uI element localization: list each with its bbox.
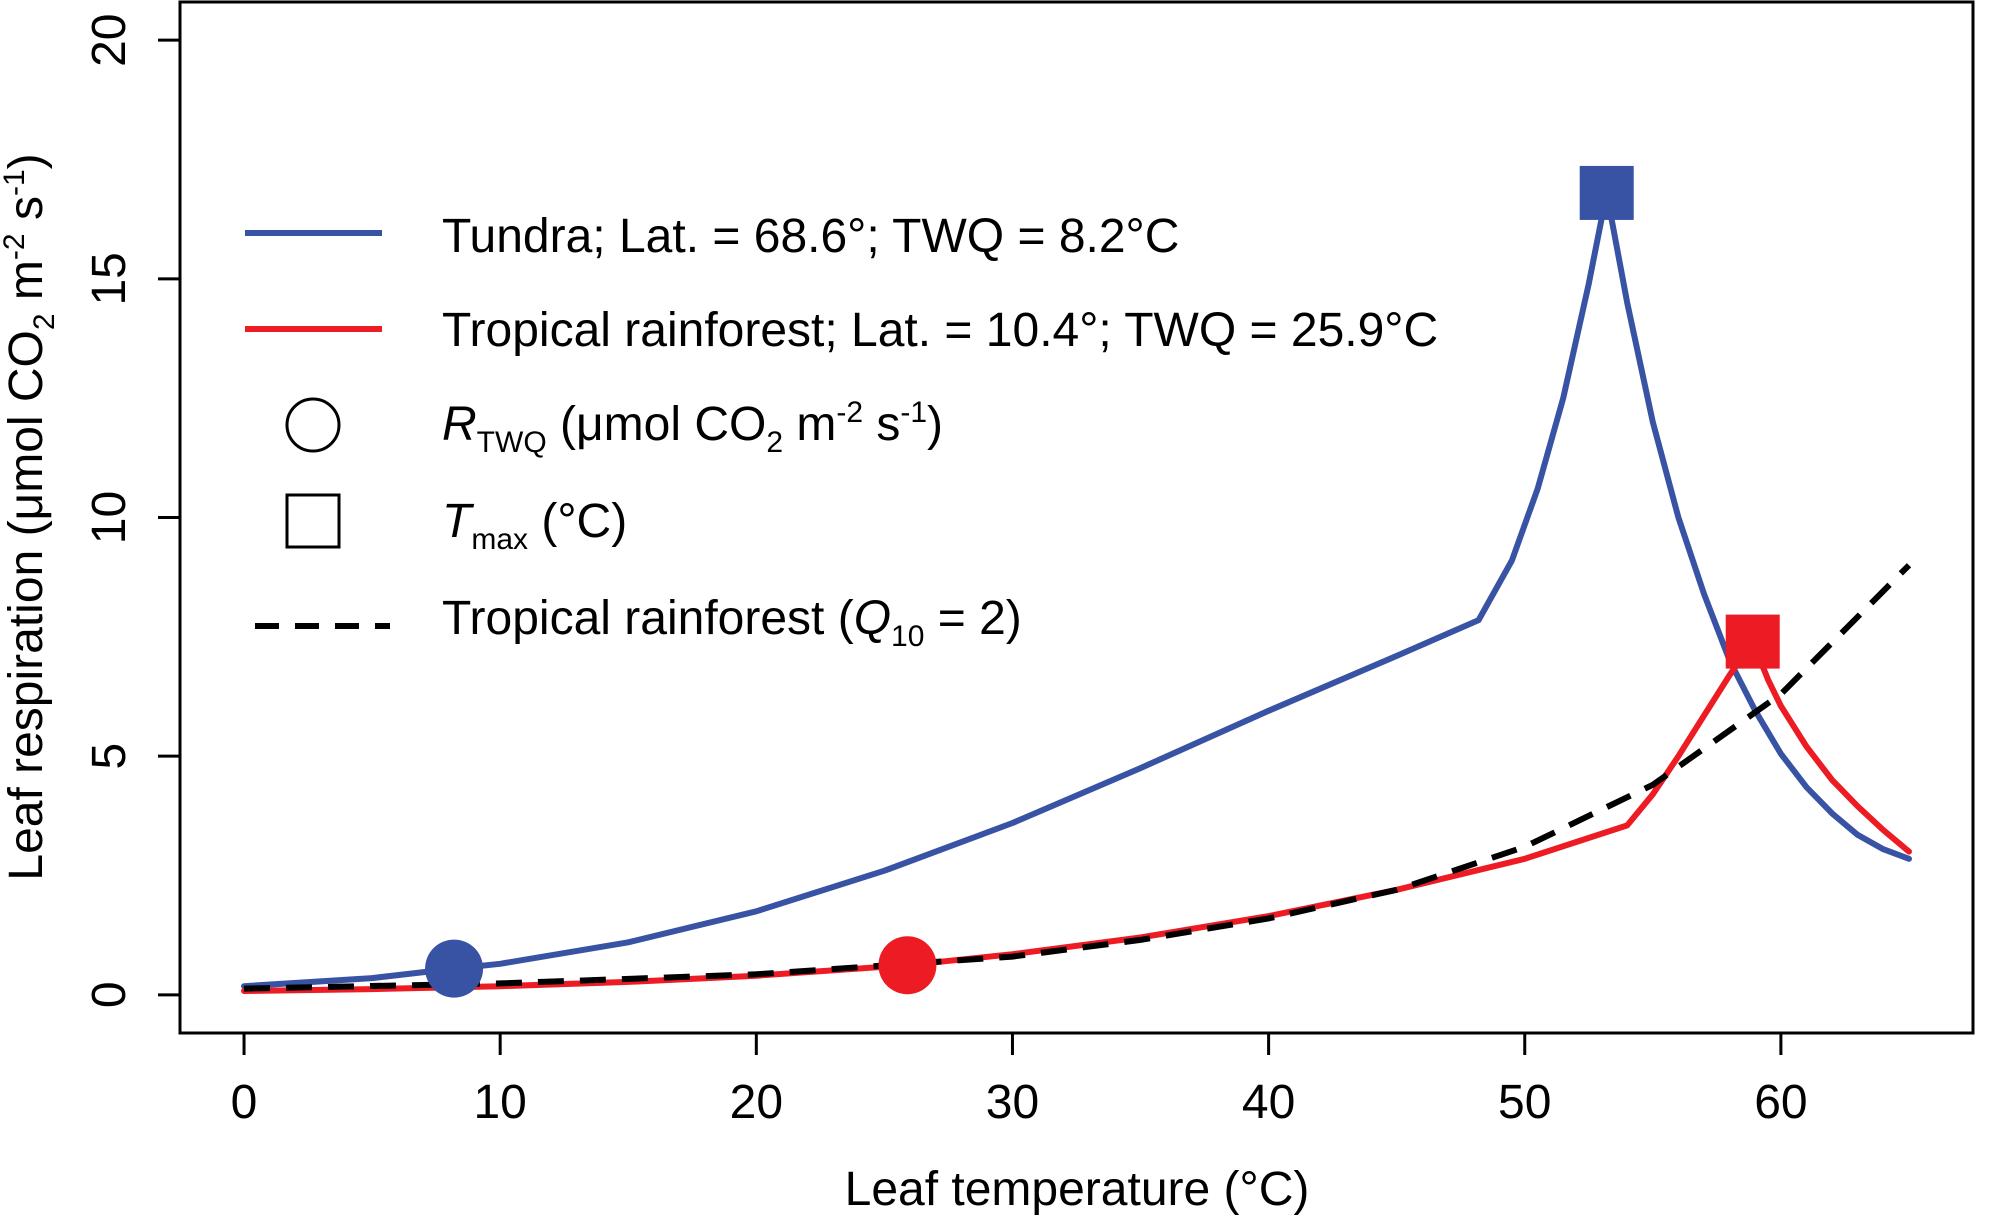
- y-axis-title: Leaf respiration (μmol CO2 m-2 s-1): [0, 153, 61, 880]
- series-tundra: [241, 189, 1912, 990]
- legend-key-tmax: [285, 493, 341, 549]
- legend-label-tropical: Tropical rainforest; Lat. = 10.4°; TWQ =…: [442, 304, 1438, 357]
- series-layer: [241, 189, 1912, 994]
- x-tick-label: 30: [986, 1076, 1039, 1129]
- legend-label-tmax: Tmax (°C): [442, 495, 627, 556]
- x-tick-label: 60: [1754, 1076, 1807, 1129]
- x-tick-label: 0: [231, 1076, 258, 1129]
- marker-tmax-tundra: [1579, 165, 1634, 220]
- x-axis-title: Leaf temperature (°C): [845, 1163, 1310, 1216]
- series-tropical-q10: [243, 563, 1912, 992]
- x-tick-label: 20: [730, 1076, 783, 1129]
- y-tick-label: 15: [83, 252, 136, 305]
- legend: Tundra; Lat. = 68.6°; TWQ = 8.2°C Tropic…: [245, 210, 1438, 653]
- marker-layer: [425, 165, 1780, 998]
- x-axis: 0 10 20 30 40 50 60: [231, 1031, 1808, 1129]
- y-tick-label: 10: [83, 491, 136, 544]
- y-axis: 0 5 10 15 20: [83, 13, 180, 1008]
- x-tick-label: 10: [473, 1076, 526, 1129]
- marker-rtwq-tropical-rainforest: [878, 936, 937, 995]
- series-tropical: [241, 638, 1912, 994]
- legend-label-tundra: Tundra; Lat. = 68.6°; TWQ = 8.2°C: [442, 210, 1179, 263]
- y-tick-label: 20: [83, 13, 136, 66]
- y-tick-label: 5: [83, 743, 136, 770]
- x-tick-label: 40: [1242, 1076, 1295, 1129]
- y-tick-label: 0: [83, 981, 136, 1008]
- x-tick-label: 50: [1498, 1076, 1551, 1129]
- legend-label-q10: Tropical rainforest (Q10 = 2): [442, 592, 1022, 653]
- legend-key-rtwq: [285, 397, 341, 453]
- legend-label-rtwq: RTWQ (μmol CO2 m-2 s-1): [442, 396, 943, 459]
- marker-tmax-tropical-rainforest: [1725, 614, 1780, 669]
- marker-rtwq-tundra: [425, 939, 484, 998]
